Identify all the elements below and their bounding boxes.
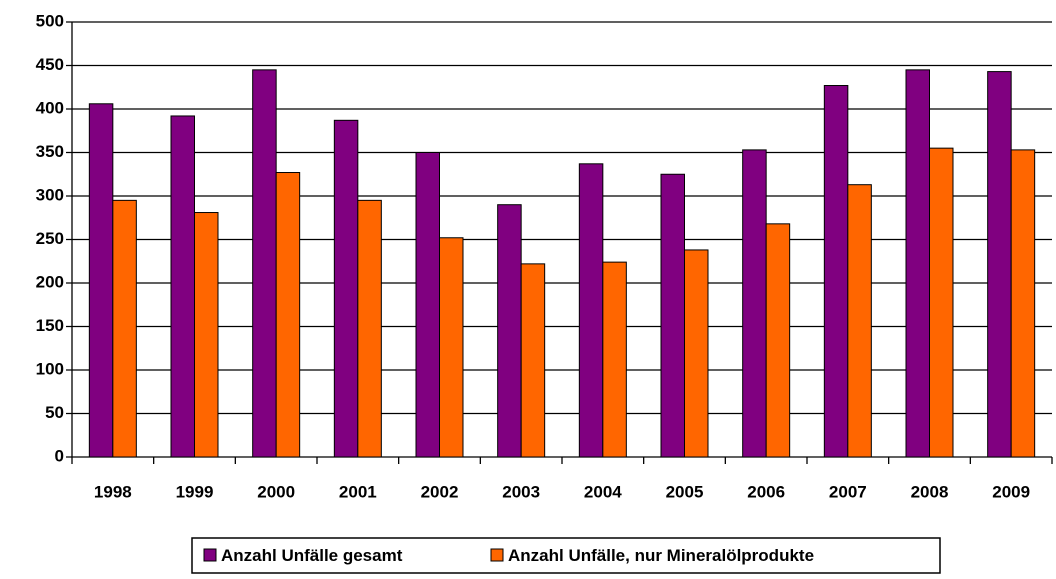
x-tick-label: 2006: [747, 482, 785, 501]
bar: [497, 204, 522, 458]
x-tick-label: 2003: [502, 482, 540, 501]
bar: [252, 69, 277, 458]
y-tick-label: 0: [55, 446, 64, 465]
bar: [194, 212, 219, 458]
x-tick-label: 2004: [584, 482, 622, 501]
y-tick-label: 150: [36, 316, 64, 335]
bar: [765, 223, 791, 458]
x-tick-label: 2005: [666, 482, 704, 501]
bar: [170, 115, 195, 458]
bar: [847, 184, 872, 458]
x-tick-label: 1999: [176, 482, 214, 501]
bar: [742, 149, 767, 458]
y-tick-label: 50: [45, 403, 64, 422]
x-tick-label: 2008: [911, 482, 949, 501]
bar: [333, 119, 359, 458]
x-tick-label: 2009: [992, 482, 1030, 501]
legend-swatch: [203, 548, 217, 562]
x-tick-label: 2001: [339, 482, 377, 501]
x-tick-label: 1998: [94, 482, 132, 501]
y-tick-label: 350: [36, 142, 64, 161]
y-tick-label: 300: [36, 185, 64, 204]
legend-box: [191, 537, 941, 574]
bar: [112, 199, 137, 458]
y-tick-label: 200: [36, 272, 64, 291]
bar: [520, 263, 546, 458]
bar: [660, 173, 685, 458]
x-tick-label: 2000: [257, 482, 295, 501]
bar: [88, 103, 114, 458]
y-tick-label: 250: [36, 229, 64, 248]
legend-swatch: [490, 548, 504, 562]
bar: [987, 71, 1012, 458]
y-tick-label: 100: [36, 359, 64, 378]
bar: [357, 199, 382, 458]
legend-label: Anzahl Unfälle gesamt: [221, 546, 403, 565]
x-tick-label: 2007: [829, 482, 867, 501]
bar: [602, 261, 627, 458]
bar: [439, 237, 464, 458]
bar: [415, 152, 440, 458]
bar: [684, 249, 709, 458]
bar: [1010, 149, 1036, 458]
bar: [929, 147, 954, 458]
bar: [905, 69, 930, 458]
x-tick-label: 2002: [421, 482, 459, 501]
y-tick-label: 450: [36, 55, 64, 74]
bar: [823, 85, 849, 458]
bar: [275, 172, 301, 458]
y-tick-label: 400: [36, 98, 64, 117]
bar: [578, 163, 604, 458]
legend-label: Anzahl Unfälle, nur Mineralölprodukte: [508, 546, 814, 565]
y-tick-label: 500: [36, 11, 64, 30]
